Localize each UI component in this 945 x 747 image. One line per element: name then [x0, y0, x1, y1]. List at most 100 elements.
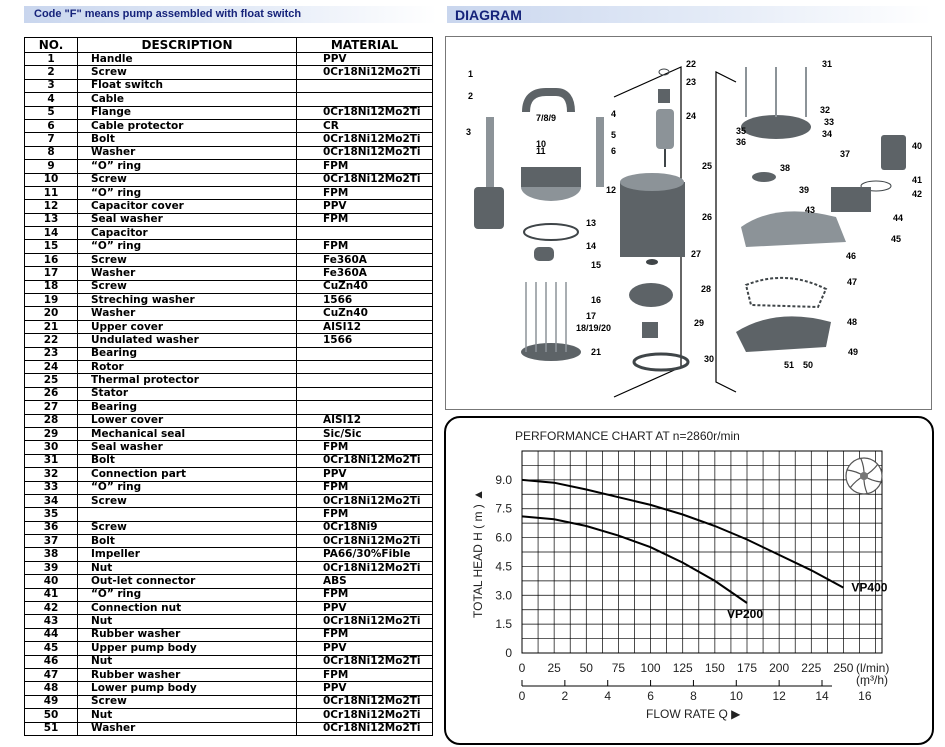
diagram-part-label: 34 — [822, 129, 832, 139]
part-description: Screw — [77, 694, 297, 710]
x-tick-label: 150 — [705, 661, 725, 675]
part-description: Bolt — [77, 132, 297, 147]
bearing-top — [658, 89, 670, 103]
table-row: 1 Handle PPV — [24, 51, 433, 67]
diagram-part-label: 38 — [780, 163, 790, 173]
part-description: Nut — [77, 708, 297, 723]
part-material: 0Cr18Ni9 — [296, 520, 433, 536]
diagram-part-label: 47 — [847, 277, 857, 287]
table-row: 6 Cable protector CR — [24, 118, 433, 134]
table-row: 31 Bolt 0Cr18Ni12Mo2Ti — [24, 453, 433, 469]
stator — [620, 182, 685, 257]
y-tick-label: 1.5 — [495, 617, 512, 631]
diagram-part-label: 11 — [536, 146, 546, 156]
part-material: FPM — [296, 159, 433, 174]
part-description: Nut — [77, 614, 297, 629]
part-number: 24 — [24, 359, 78, 375]
table-row: 36 Screw 0Cr18Ni9 — [24, 520, 433, 536]
part-number: 5 — [24, 105, 78, 120]
part-description: Seal washer — [77, 440, 297, 455]
header-material: MATERIAL — [296, 37, 433, 53]
diagram-part-label: 28 — [701, 284, 711, 294]
part-material: 0Cr18Ni12Mo2Ti — [296, 65, 433, 80]
table-row: 19 Streching washer 1566 — [24, 293, 433, 308]
part-number: 7 — [24, 132, 78, 147]
part-number: 17 — [24, 266, 78, 281]
part-number: 20 — [24, 306, 78, 321]
part-number: 6 — [24, 118, 78, 134]
table-row: 28 Lower cover AISI12 — [24, 413, 433, 428]
part-material: ABS — [296, 574, 433, 589]
x-tick-label: 100 — [641, 661, 661, 675]
part-number: 27 — [24, 400, 78, 415]
part-description: Washer — [77, 145, 297, 161]
table-row: 10 Screw 0Cr18Ni12Mo2Ti — [24, 172, 433, 187]
part-description: Nut — [77, 654, 297, 669]
impeller — [752, 172, 776, 182]
diagram-part-label: 15 — [591, 260, 601, 270]
lower-cover — [629, 283, 673, 307]
part-description: “O” ring — [77, 185, 297, 201]
part-description: Cable — [77, 92, 297, 107]
diagram-part-label: 2 — [468, 91, 473, 101]
part-material — [296, 346, 433, 361]
part-number: 3 — [24, 78, 78, 94]
outlet-o-ring — [860, 180, 892, 192]
x-tick-label: 25 — [547, 661, 561, 675]
part-material: FPM — [296, 627, 433, 643]
plot-frame — [521, 450, 883, 654]
part-description: Screw — [77, 493, 297, 509]
table-row: 37 Bolt 0Cr18Ni12Mo2Ti — [24, 534, 433, 549]
part-description: Streching washer — [77, 293, 297, 308]
part-material: AISI12 — [296, 319, 433, 335]
part-material — [296, 373, 433, 388]
part-number: 37 — [24, 534, 78, 549]
y-tick-label: 6.0 — [495, 531, 512, 545]
table-row: 43 Nut 0Cr18Ni12Mo2Ti — [24, 614, 433, 629]
part-number: 19 — [24, 293, 78, 308]
diagram-part-label: 16 — [591, 295, 601, 305]
table-row: 49 Screw 0Cr18Ni12Mo2Ti — [24, 694, 433, 710]
mechanical-seal — [642, 322, 658, 338]
table-row: 14 Capacitor — [24, 226, 433, 241]
table-row: 34 Screw 0Cr18Ni12Mo2Ti — [24, 493, 433, 509]
impeller-icon — [845, 457, 883, 495]
part-number: 45 — [24, 641, 78, 656]
part-material: 0Cr18Ni12Mo2Ti — [296, 172, 433, 187]
diagram-part-label: 32 — [820, 105, 830, 115]
diagram-part-label: 3 — [466, 127, 471, 137]
diagram-part-label: 33 — [824, 117, 834, 127]
diagram-part-label: 4 — [611, 109, 616, 119]
cable-protector — [596, 117, 604, 187]
table-row: 30 Seal washer FPM — [24, 440, 433, 455]
table-row: 12 Capacitor cover PPV — [24, 199, 433, 214]
diagram-part-label: 13 — [586, 218, 596, 228]
table-row: 17 Washer Fe360A — [24, 266, 433, 281]
diagram-title-banner: DIAGRAM — [447, 6, 932, 23]
table-row: 33 “O” ring FPM — [24, 480, 433, 495]
part-material: FPM — [296, 507, 433, 522]
part-number: 13 — [24, 212, 78, 228]
float-switch-note: Code "F" means pump assembled with float… — [34, 8, 302, 20]
part-number: 38 — [24, 547, 78, 562]
table-row: 50 Nut 0Cr18Ni12Mo2Ti — [24, 708, 433, 723]
part-material: FPM — [296, 587, 433, 603]
part-material: PPV — [296, 601, 433, 616]
diagram-part-label: 43 — [805, 205, 815, 215]
part-number: 50 — [24, 708, 78, 723]
part-number: 34 — [24, 493, 78, 509]
part-description: Seal washer — [77, 212, 297, 228]
capacitor-body — [534, 247, 554, 261]
table-row: 21 Upper cover AISI12 — [24, 319, 433, 335]
part-description: Float switch — [77, 78, 297, 94]
x-tick-label: 75 — [612, 661, 626, 675]
part-number: 39 — [24, 560, 78, 576]
part-description: Nut — [77, 560, 297, 576]
part-number: 26 — [24, 386, 78, 402]
table-row: 5 Flange 0Cr18Ni12Mo2Ti — [24, 105, 433, 120]
part-description: Capacitor cover — [77, 199, 297, 214]
diagram-part-label: 22 — [686, 59, 696, 69]
part-number: 42 — [24, 601, 78, 616]
part-description: Bolt — [77, 453, 297, 469]
capacitor-cover — [521, 167, 581, 187]
